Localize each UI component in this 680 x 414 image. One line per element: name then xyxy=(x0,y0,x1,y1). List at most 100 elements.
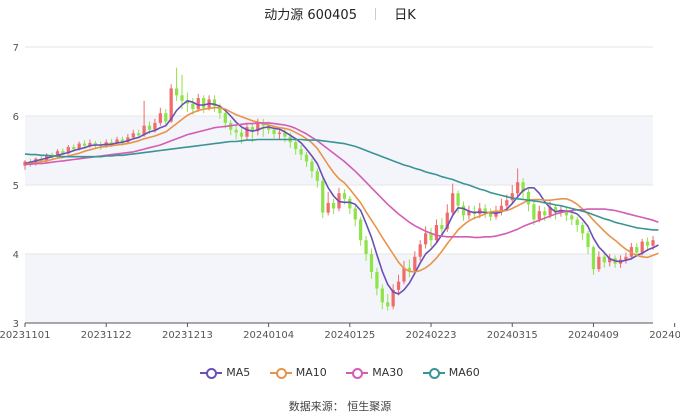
candle-body xyxy=(586,233,590,248)
candle-body xyxy=(537,211,541,220)
candle-body xyxy=(174,88,179,96)
candle xyxy=(440,218,444,237)
candle xyxy=(564,207,569,221)
ma-line-ma5 xyxy=(24,100,659,295)
candle-body xyxy=(61,151,65,154)
candle xyxy=(597,251,601,272)
candle-body xyxy=(191,103,195,110)
plot-background-bands xyxy=(25,116,653,323)
candle xyxy=(369,248,374,279)
candle-body xyxy=(434,225,439,241)
candle-body xyxy=(591,247,596,270)
legend-item-ma5[interactable]: MA5 xyxy=(200,366,250,379)
candle-body xyxy=(55,151,60,157)
candle xyxy=(299,144,303,161)
legend-item-ma30[interactable]: MA30 xyxy=(346,366,403,379)
candle-body xyxy=(142,125,146,136)
y-tick-label: 5 xyxy=(13,181,19,192)
candle-body xyxy=(543,211,547,216)
candle-body xyxy=(272,129,276,134)
candle xyxy=(645,237,650,252)
candle-body xyxy=(256,122,260,132)
x-axis: 20231101 20231122 20231213 20240104 20240125… xyxy=(0,322,680,341)
candle-body xyxy=(277,132,282,134)
candle-body xyxy=(575,219,579,226)
ma-line-ma30 xyxy=(25,122,659,239)
y-tick-label: 4 xyxy=(13,250,19,261)
x-tick-label: 20240429 xyxy=(649,330,680,341)
candle-body xyxy=(239,132,244,137)
candle-body xyxy=(380,288,384,303)
candle-body xyxy=(391,289,395,307)
candle-body xyxy=(445,212,449,230)
candle-body xyxy=(624,256,628,260)
candle xyxy=(580,222,585,241)
candle-body xyxy=(548,207,552,216)
candle-body xyxy=(359,219,363,241)
candle xyxy=(461,201,466,221)
title-separator xyxy=(375,8,377,20)
x-tick-label: 20240409 xyxy=(568,330,619,341)
candle-body xyxy=(93,142,98,145)
candle xyxy=(304,151,309,168)
candle xyxy=(516,168,520,198)
candle xyxy=(234,124,238,140)
candle xyxy=(245,122,249,140)
candle xyxy=(386,294,390,311)
candle-body xyxy=(348,198,352,209)
candle-body xyxy=(294,142,298,150)
candle-body xyxy=(202,98,206,108)
x-tick-label: 20240104 xyxy=(243,330,294,341)
y-tick-label: 7 xyxy=(13,43,19,54)
candle-body xyxy=(516,182,520,194)
data-source: 数据来源： 恒生聚源 xyxy=(0,398,680,414)
candle-body xyxy=(505,200,509,206)
legend: MA5 MA10 MA30 MA60 xyxy=(0,366,680,381)
candle xyxy=(180,74,184,110)
candle xyxy=(429,227,433,248)
candle xyxy=(164,109,168,125)
candle xyxy=(277,128,282,140)
candle-body xyxy=(407,267,412,271)
candle-body xyxy=(602,256,606,263)
ma-line-ma10 xyxy=(24,106,659,273)
candle xyxy=(131,129,135,140)
candle-body xyxy=(180,95,184,101)
candle-body xyxy=(423,233,428,245)
legend-item-ma60[interactable]: MA60 xyxy=(422,366,480,379)
candle-body xyxy=(597,256,601,270)
candle-body xyxy=(218,106,222,114)
candle-body xyxy=(564,209,569,216)
candle-body xyxy=(651,240,655,246)
candle-body xyxy=(353,208,357,220)
candle xyxy=(375,267,379,296)
legend-item-ma10[interactable]: MA10 xyxy=(269,366,327,379)
candle-body xyxy=(521,182,525,192)
y-tick-label: 3 xyxy=(13,319,19,330)
candle-body xyxy=(212,99,217,107)
candle-body xyxy=(196,98,200,110)
candle xyxy=(364,236,368,261)
candle xyxy=(353,205,357,227)
legend-label-ma60: MA60 xyxy=(448,366,480,379)
candle xyxy=(418,240,422,261)
candle xyxy=(380,284,384,310)
candle-body xyxy=(640,241,644,253)
candle xyxy=(510,185,514,205)
candle xyxy=(407,259,412,278)
candle-body xyxy=(77,143,81,150)
x-tick-label: 20231101 xyxy=(0,330,50,341)
candle xyxy=(521,178,525,199)
candle-body xyxy=(153,122,157,130)
candle xyxy=(402,260,406,285)
candle-body xyxy=(456,193,460,206)
legend-swatch-ma30 xyxy=(346,367,369,379)
stock-name-code: 动力源 600405 xyxy=(264,8,357,23)
ma-line-ma60 xyxy=(24,138,659,231)
candle xyxy=(196,93,200,112)
candle-body xyxy=(234,129,238,133)
candle-body xyxy=(131,133,135,138)
candle-body xyxy=(429,233,433,241)
candle-body xyxy=(169,88,173,122)
candle xyxy=(169,84,173,123)
